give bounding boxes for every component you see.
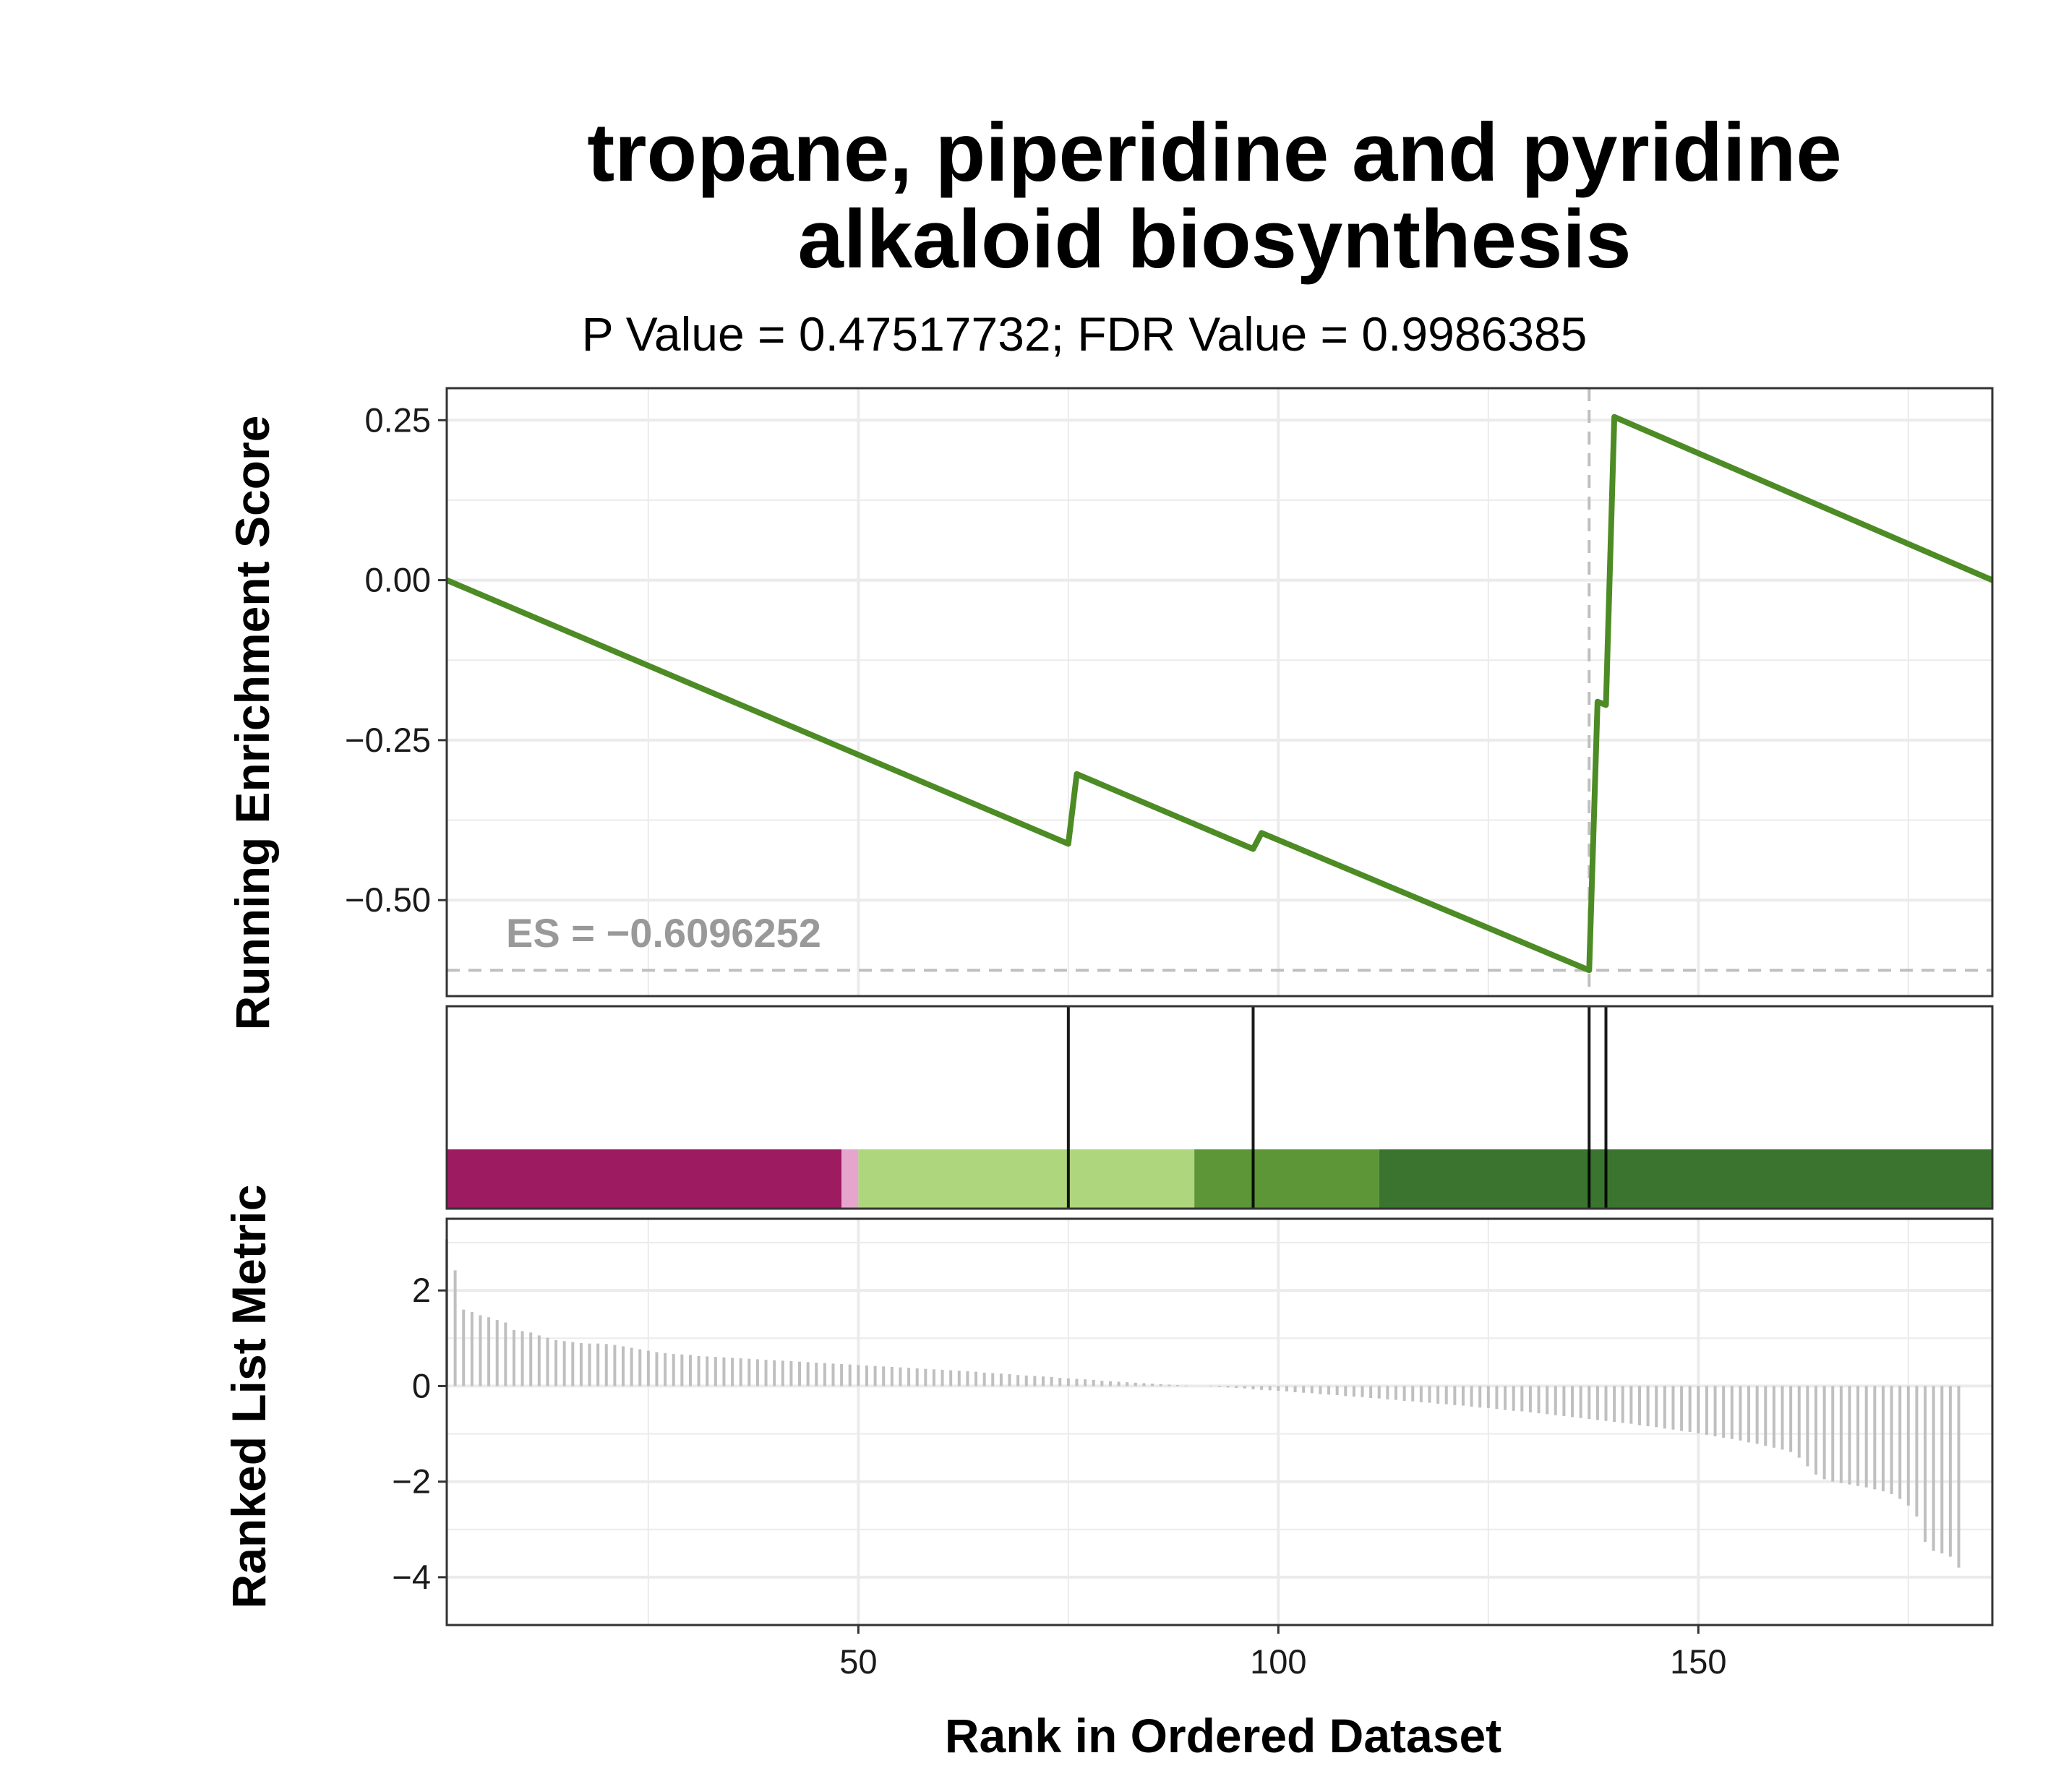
y-axis-title-enrichment: Running Enrichment Score: [226, 416, 279, 1031]
y-tick-label-enrichment: 0.25: [365, 400, 431, 439]
rank-color-segment: [1379, 1149, 1992, 1209]
rank-color-segment: [858, 1149, 1195, 1209]
y-tick-label-metric: −2: [392, 1462, 431, 1501]
y-tick-label-metric: 0: [412, 1366, 431, 1405]
gene-hit-panel: [445, 1005, 1994, 1210]
y-tick-label-enrichment: −0.50: [345, 880, 431, 919]
enrichment-score-panel: ES = −0.6096252 0.25 0.00 −0.25 −0.50: [345, 387, 1994, 998]
chart-title-line-1: tropane, piperidine and pyridine: [587, 107, 1842, 199]
panel-border-hits: [445, 1005, 1994, 1210]
x-tick-label: 50: [839, 1642, 877, 1681]
y-axis-title-metric: Ranked List Metric: [222, 1185, 275, 1609]
rank-color-segment: [447, 1149, 842, 1209]
running-enrichment-line: [445, 413, 1994, 974]
x-tick-label: 150: [1670, 1642, 1726, 1681]
y-tick-label-metric: −4: [392, 1558, 431, 1596]
panel-border-metric: [445, 1217, 1994, 1626]
y-tick-label-enrichment: −0.25: [345, 721, 431, 759]
x-axis-title: Rank in Ordered Dataset: [945, 1709, 1501, 1762]
panel-border-enrichment: [445, 387, 1994, 998]
chart-title-line-2: alkaloid biosynthesis: [797, 194, 1631, 286]
y-tick-label-metric: 2: [412, 1271, 431, 1309]
chart-subtitle: P Value = 0.47517732; FDR Value = 0.9986…: [582, 307, 1588, 361]
y-tick-label-enrichment: 0.00: [365, 561, 431, 599]
x-tick-label: 100: [1250, 1642, 1306, 1681]
es-label: ES = −0.6096252: [506, 910, 821, 956]
ranked-metric-panel: 2 0 −2 −4 50 100 150: [392, 1217, 1994, 1681]
rank-color-segment: [841, 1149, 859, 1209]
rank-color-segment: [1194, 1149, 1379, 1209]
